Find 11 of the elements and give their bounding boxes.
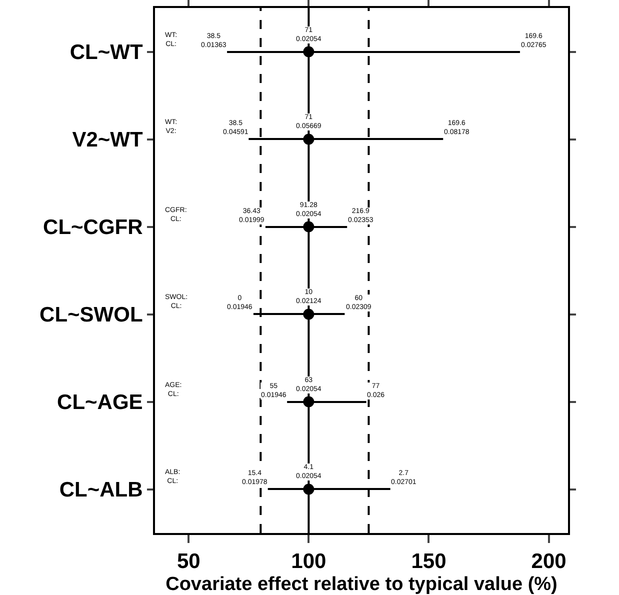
y-tick-label: CL~AGE: [57, 391, 143, 414]
y-tick-label: CL~WT: [70, 41, 143, 64]
y-tick-label: V2~WT: [72, 128, 143, 152]
x-tick-label: 100: [291, 550, 326, 574]
y-tick-label: CL~ALB: [59, 478, 143, 502]
x-tick-label: 150: [411, 550, 446, 574]
x-tick-label: 200: [531, 550, 566, 574]
x-axis-title: Covariate effect relative to typical value (%): [166, 574, 558, 595]
y-tick-label: CL~CGFR: [43, 216, 143, 240]
y-tick-label: CL~SWOL: [40, 304, 143, 327]
x-tick-label: 50: [176, 550, 200, 574]
